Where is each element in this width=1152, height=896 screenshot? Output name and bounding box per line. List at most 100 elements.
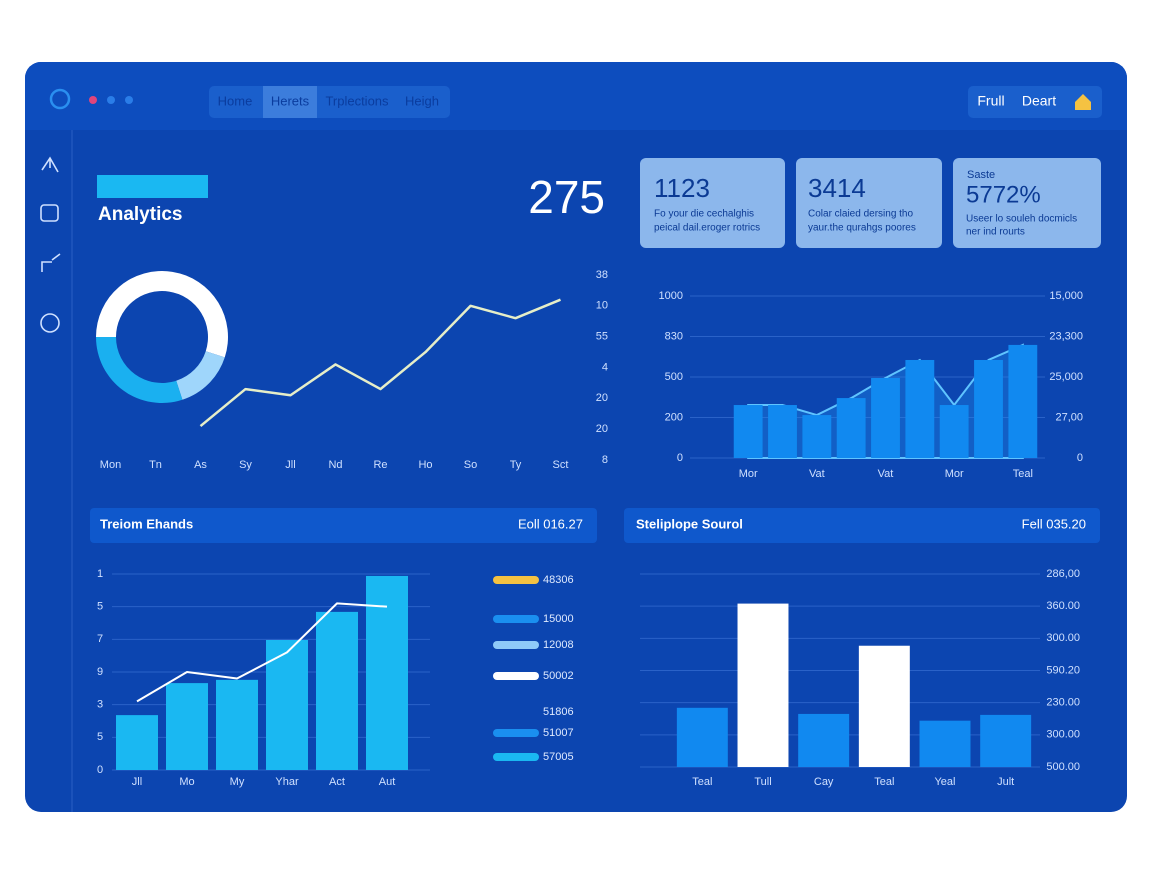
side-icon[interactable] xyxy=(40,313,60,333)
x-tick-label: Ho xyxy=(418,459,432,471)
x-tick-label: Mo xyxy=(179,776,194,788)
legend-label: 12008 xyxy=(543,639,574,651)
bar xyxy=(980,714,1032,767)
x-tick-label: Vat xyxy=(809,468,825,480)
x-tick-label: Jult xyxy=(997,776,1014,788)
bar xyxy=(733,405,763,458)
x-tick-label: Sy xyxy=(239,459,252,471)
home-icon[interactable] xyxy=(1075,94,1091,110)
bar xyxy=(919,720,971,767)
bar xyxy=(858,645,910,767)
bar xyxy=(116,715,158,770)
y-tick-label: 10 xyxy=(596,300,608,312)
nav-tab[interactable]: Home xyxy=(218,93,253,108)
x-tick-label: So xyxy=(464,459,477,471)
card-text: Useer lo souleh docmicls xyxy=(966,214,1077,225)
card-text: yaur.the qurahgs poores xyxy=(808,223,916,234)
stat-card xyxy=(953,158,1101,248)
y-tick-label: 5 xyxy=(97,601,103,613)
window-dot xyxy=(107,96,115,104)
bar xyxy=(871,377,900,458)
bar xyxy=(676,707,728,767)
x-tick-label: Teal xyxy=(692,776,712,788)
y-tick-label: 5 xyxy=(97,731,103,743)
bar xyxy=(802,415,832,458)
bar xyxy=(216,679,258,770)
legend-label: 48306 xyxy=(543,574,574,586)
y-tick-label: 3 xyxy=(97,699,103,711)
big-number: 275 xyxy=(528,171,605,223)
action-button[interactable]: Frull xyxy=(977,93,1004,109)
x-tick-label: Cay xyxy=(814,776,834,788)
y-tick-label: 590.20 xyxy=(1046,664,1080,676)
legend-label: 51806 xyxy=(543,706,574,718)
legend-swatch xyxy=(493,729,539,737)
x-tick-label: Jll xyxy=(132,776,142,788)
card-text: Colar claied dersing tho xyxy=(808,209,913,220)
x-tick-label: As xyxy=(194,459,207,471)
stat-card xyxy=(796,158,942,248)
card-value: 3414 xyxy=(808,173,866,203)
legend-swatch xyxy=(493,753,539,761)
section-title: Analytics xyxy=(98,204,182,225)
legend-label: 15000 xyxy=(543,613,574,625)
card-value: 1123 xyxy=(654,173,710,203)
x-tick-label: Aut xyxy=(379,776,396,788)
x-tick-label: Nd xyxy=(328,459,342,471)
y2-tick-label: 25,000 xyxy=(1049,371,1083,383)
side-icon[interactable] xyxy=(41,253,61,272)
bar xyxy=(836,398,866,458)
x-tick-label: Mor xyxy=(739,468,758,480)
window-dot xyxy=(89,96,97,104)
y2-tick-label: 0 xyxy=(1077,452,1083,464)
nav-tab[interactable]: Heigh xyxy=(405,93,439,108)
window-dot xyxy=(125,96,133,104)
bar xyxy=(974,359,1003,458)
panel-header xyxy=(624,508,1100,543)
y-tick-label: 300.00 xyxy=(1046,729,1080,741)
side-icon[interactable] xyxy=(40,204,59,222)
nav-tab[interactable]: Trplections xyxy=(325,93,389,108)
card-text: Fo your die cechalghis xyxy=(654,209,754,220)
card-text: ner ind rourts xyxy=(966,227,1025,238)
y-tick-label: 4 xyxy=(602,361,608,373)
y-tick-label: 1 xyxy=(97,568,103,580)
y-tick-label: 500 xyxy=(665,371,683,383)
bar xyxy=(768,405,797,458)
x-tick-label: Yeal xyxy=(934,776,955,788)
x-tick-label: Ty xyxy=(510,459,522,471)
x-tick-label: Mor xyxy=(945,468,964,480)
panel xyxy=(25,62,1127,812)
bar xyxy=(798,713,850,767)
y-tick-label: 230.00 xyxy=(1046,697,1080,709)
x-tick-label: Jll xyxy=(285,459,295,471)
nav-tab[interactable]: Herets xyxy=(271,93,310,108)
legend-swatch xyxy=(493,672,539,680)
x-tick-label: Tull xyxy=(754,776,771,788)
action-button[interactable]: Deart xyxy=(1022,93,1056,109)
bar xyxy=(366,575,408,770)
sidebar-icons xyxy=(40,156,61,333)
y-tick-label: 55 xyxy=(596,331,608,343)
pie-segment xyxy=(96,337,183,403)
y-tick-label: 20 xyxy=(596,423,608,435)
x-tick-label: Sct xyxy=(553,459,569,471)
y-tick-label: 300.00 xyxy=(1046,632,1080,644)
y2-tick-label: 23,300 xyxy=(1049,330,1083,342)
x-tick-label: My xyxy=(230,776,245,788)
side-icon[interactable] xyxy=(41,156,59,173)
legend-label: 50002 xyxy=(543,670,574,682)
y-tick-label: 20 xyxy=(596,392,608,404)
legend-swatch xyxy=(493,615,539,623)
x-tick-label: Teal xyxy=(874,776,894,788)
y-tick-label: 830 xyxy=(665,330,683,342)
card-text: peical dail.eroger rotrics xyxy=(654,223,760,234)
x-tick-label: Mon xyxy=(100,459,121,471)
panel-subtitle: Eoll 016.27 xyxy=(518,516,583,531)
bar xyxy=(939,405,969,458)
y2-tick-label: 27,00 xyxy=(1055,411,1083,423)
panel-header xyxy=(90,508,597,543)
y-tick-label: 8 xyxy=(602,454,608,466)
x-tick-label: Yhar xyxy=(275,776,299,788)
